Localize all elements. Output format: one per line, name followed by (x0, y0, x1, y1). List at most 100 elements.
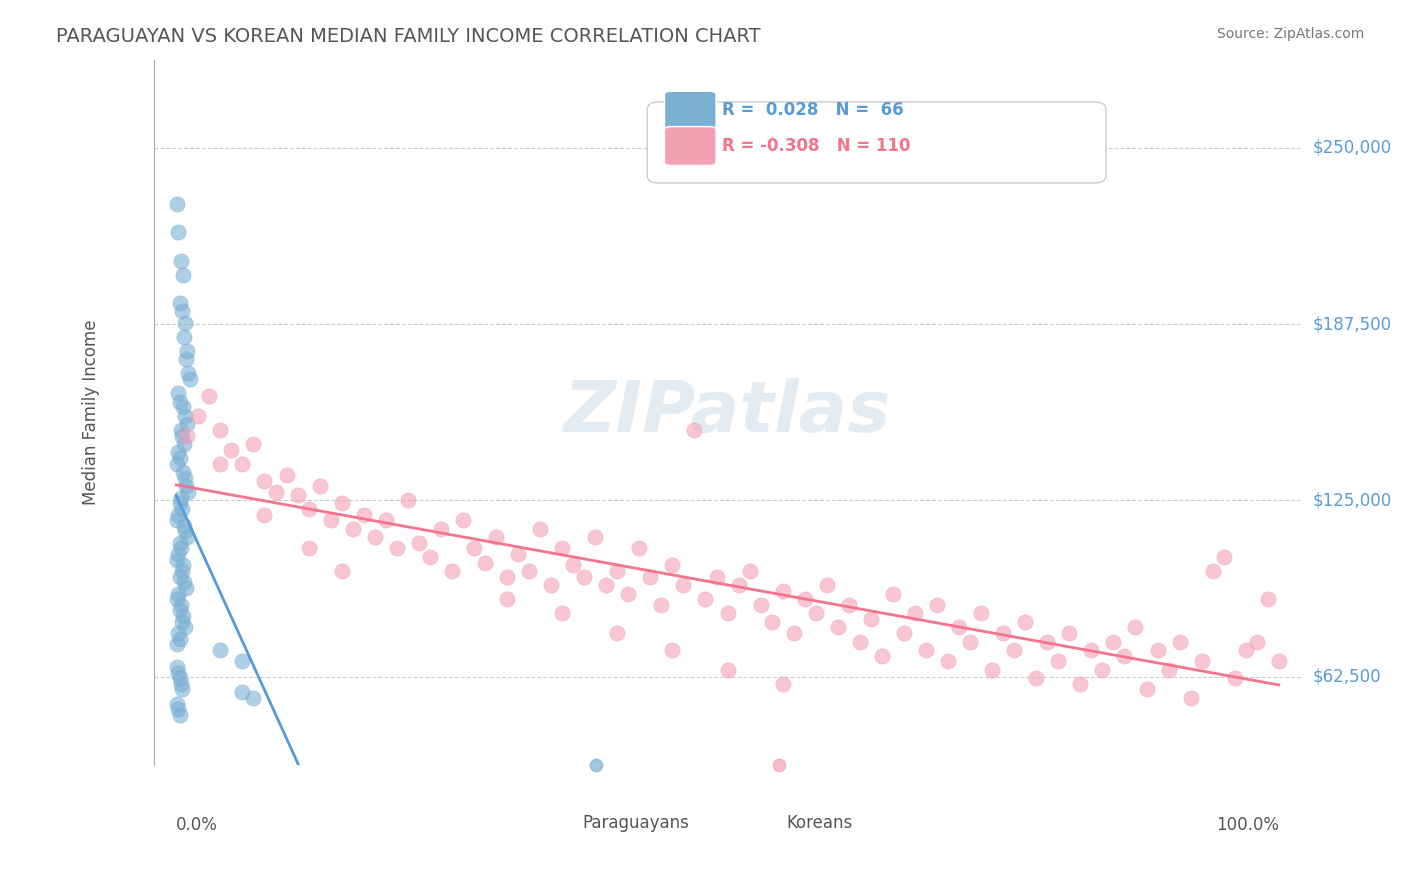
Point (166, 697, 188, 711)
Point (264, 485, 287, 500)
Point (167, 586, 190, 600)
Text: Median Family Income: Median Family Income (82, 319, 100, 505)
Point (174, 352, 197, 367)
Point (1114, 648, 1136, 663)
Point (440, 564, 463, 578)
Point (859, 612, 882, 626)
Point (174, 471, 197, 485)
Text: 100.0%: 100.0% (1216, 815, 1279, 834)
Point (1135, 682, 1157, 697)
FancyBboxPatch shape (665, 91, 716, 130)
Point (170, 598, 193, 612)
Point (959, 634, 981, 648)
Point (1234, 643, 1257, 657)
Point (772, 677, 794, 691)
Point (991, 626, 1014, 640)
Point (970, 607, 993, 621)
Text: $62,500: $62,500 (1312, 668, 1381, 686)
Point (589, 846, 612, 860)
Point (173, 330, 195, 344)
Point (650, 598, 672, 612)
Point (815, 578, 838, 592)
Point (170, 682, 193, 697)
Point (174, 479, 197, 493)
Point (364, 530, 387, 544)
Point (661, 558, 683, 573)
Point (870, 648, 893, 663)
Point (174, 581, 197, 595)
Point (353, 508, 375, 522)
Point (925, 598, 948, 612)
Point (319, 513, 342, 527)
Point (167, 445, 190, 459)
Point (606, 564, 628, 578)
Point (172, 401, 194, 415)
Point (166, 552, 188, 566)
Point (408, 535, 430, 549)
Point (170, 423, 193, 437)
Point (738, 564, 761, 578)
Point (396, 493, 419, 508)
Point (166, 637, 188, 651)
Point (1091, 663, 1114, 677)
Text: $250,000: $250,000 (1312, 139, 1392, 157)
Point (172, 268, 194, 282)
Point (169, 451, 191, 466)
Point (170, 304, 193, 318)
Point (172, 465, 194, 479)
Point (727, 578, 749, 592)
Point (838, 598, 860, 612)
Point (167, 386, 190, 401)
Point (170, 615, 193, 629)
Text: R =  0.028   N =  66: R = 0.028 N = 66 (721, 102, 904, 120)
Point (209, 457, 232, 471)
Point (297, 502, 319, 516)
Point (574, 569, 596, 583)
Point (1257, 592, 1279, 607)
Point (167, 508, 190, 522)
Point (683, 423, 706, 437)
Point (1157, 663, 1180, 677)
Point (1246, 634, 1268, 648)
Point (242, 437, 264, 451)
Point (948, 620, 970, 634)
Point (179, 372, 201, 386)
Point (766, 846, 789, 860)
Point (172, 558, 194, 573)
Text: 0.0%: 0.0% (176, 815, 218, 834)
Point (1201, 564, 1223, 578)
Point (167, 547, 190, 561)
Point (169, 632, 191, 646)
Point (242, 690, 264, 705)
Point (1069, 677, 1091, 691)
Point (540, 578, 562, 592)
Point (1102, 634, 1125, 648)
Point (804, 607, 827, 621)
Point (617, 586, 640, 600)
Point (166, 513, 188, 527)
Point (517, 564, 540, 578)
Point (606, 626, 628, 640)
Point (169, 394, 191, 409)
Point (661, 643, 683, 657)
Point (209, 423, 232, 437)
Point (595, 578, 617, 592)
Point (904, 607, 927, 621)
Point (1168, 634, 1191, 648)
Point (1080, 643, 1102, 657)
Text: Source: ZipAtlas.com: Source: ZipAtlas.com (1216, 27, 1364, 41)
Point (187, 409, 209, 423)
Point (496, 592, 519, 607)
Point (981, 663, 1004, 677)
Point (170, 541, 193, 556)
Point (1212, 549, 1234, 564)
Point (174, 316, 197, 330)
Point (170, 502, 193, 516)
Point (176, 428, 198, 442)
Point (793, 592, 815, 607)
Point (169, 296, 191, 310)
Text: R = -0.308   N = 110: R = -0.308 N = 110 (721, 136, 910, 154)
Text: $187,500: $187,500 (1312, 315, 1392, 333)
Point (297, 541, 319, 556)
Text: Koreans: Koreans (786, 814, 852, 832)
